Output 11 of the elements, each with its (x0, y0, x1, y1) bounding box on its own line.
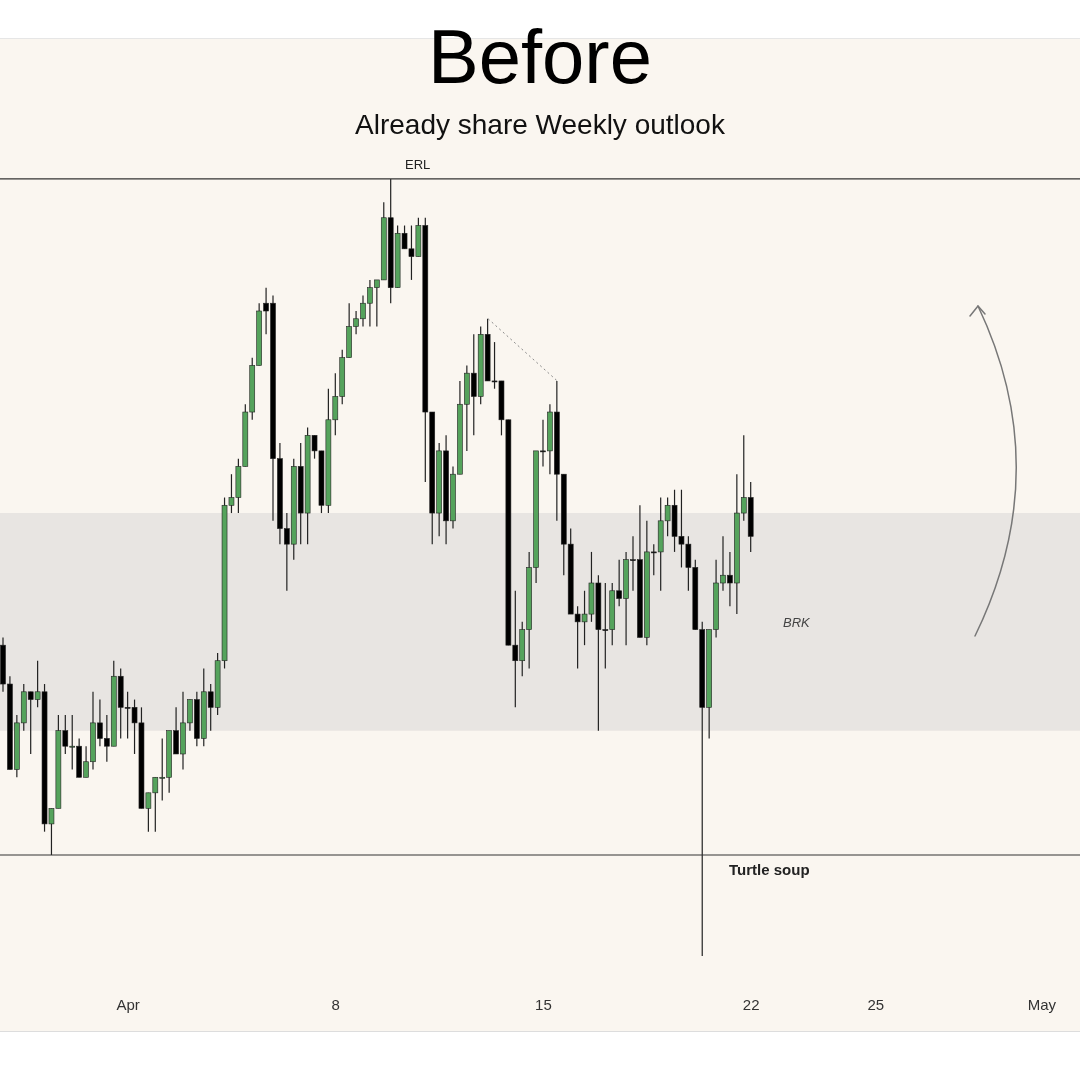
chart-title: Before (427, 13, 653, 101)
band-label: BRK (783, 614, 812, 630)
x-tick-label: 22 (742, 995, 760, 1013)
x-tick-label: 15 (535, 995, 552, 1013)
x-tick-label: 25 (867, 995, 885, 1013)
chart-subtitle: Already share Weekly outlook (354, 108, 726, 142)
ref-line-label: ERL (405, 156, 431, 172)
x-tick-label: Apr (116, 995, 140, 1013)
ref-line-label: Turtle soup (729, 861, 810, 878)
x-tick-label: 8 (331, 995, 340, 1013)
x-tick-label: May (1027, 995, 1057, 1013)
